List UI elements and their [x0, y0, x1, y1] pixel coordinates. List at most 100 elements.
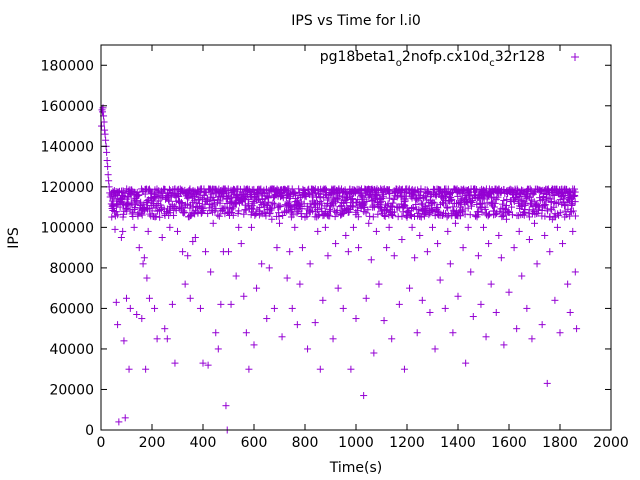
data-point — [428, 206, 436, 214]
data-point — [139, 260, 147, 268]
data-point — [99, 108, 107, 116]
data-point — [378, 207, 385, 215]
y-tick-label: 140000 — [41, 139, 94, 155]
data-point — [519, 187, 527, 195]
data-point — [204, 361, 212, 369]
x-tick-label: 600 — [241, 435, 268, 451]
data-point — [469, 313, 477, 321]
legend: pg18beta1o2nofp.cx10dc32r128 — [320, 49, 579, 69]
data-point — [547, 198, 555, 206]
data-point — [204, 210, 212, 218]
data-point — [165, 197, 173, 205]
data-point — [304, 345, 312, 353]
data-point — [171, 359, 179, 367]
data-point — [355, 244, 363, 252]
data-point — [134, 212, 142, 220]
data-point — [396, 204, 404, 212]
data-point — [298, 244, 306, 252]
data-point — [191, 234, 199, 241]
data-point — [285, 198, 293, 206]
data-point — [480, 223, 487, 231]
data-point — [412, 201, 420, 209]
data-point — [229, 211, 237, 219]
data-point — [333, 196, 341, 204]
data-point — [540, 201, 548, 209]
data-point — [133, 197, 141, 205]
data-point — [416, 188, 424, 196]
data-point — [383, 244, 391, 252]
data-point — [250, 341, 258, 349]
chart-title: IPS vs Time for l.i0 — [291, 13, 421, 29]
data-point — [291, 223, 299, 231]
data-point — [215, 212, 223, 220]
data-point — [513, 325, 521, 333]
data-point — [569, 207, 577, 215]
x-tick-label: 400 — [190, 435, 217, 451]
data-point — [158, 234, 166, 241]
data-point — [378, 197, 386, 205]
data-point — [348, 195, 356, 203]
data-point — [518, 272, 526, 280]
data-point — [476, 199, 484, 207]
data-point — [421, 202, 429, 210]
data-point — [293, 321, 301, 329]
data-point — [487, 280, 495, 288]
legend-label: pg18beta1o2nofp.cx10dc32r128 — [320, 49, 545, 69]
data-point — [107, 191, 115, 199]
y-axis-label: IPS — [6, 227, 22, 249]
data-point — [393, 203, 401, 211]
data-point — [461, 210, 469, 218]
data-point — [321, 223, 329, 231]
data-point — [569, 227, 577, 235]
data-point — [306, 260, 314, 268]
data-point — [102, 136, 110, 144]
x-tick-label: 200 — [139, 435, 166, 451]
data-point — [119, 227, 127, 235]
data-point — [288, 207, 296, 215]
data-point — [344, 248, 352, 256]
data-point — [449, 329, 457, 337]
data-point — [101, 130, 109, 138]
data-point — [367, 256, 375, 264]
data-point — [286, 248, 294, 256]
data-point — [543, 379, 551, 387]
data-point — [447, 197, 455, 205]
data-point — [247, 223, 255, 231]
data-point — [337, 211, 345, 219]
data-point — [365, 219, 373, 227]
data-point — [435, 208, 443, 216]
data-point — [316, 193, 324, 201]
data-point — [165, 196, 173, 204]
data-point — [571, 268, 579, 276]
data-point — [525, 213, 533, 221]
data-point — [269, 199, 277, 207]
data-point — [144, 199, 152, 207]
data-point — [491, 211, 499, 219]
data-point — [426, 308, 434, 316]
data-point — [390, 252, 398, 260]
data-point — [101, 126, 109, 134]
data-point — [464, 223, 472, 231]
data-point — [482, 333, 490, 341]
data-point — [462, 359, 470, 367]
data-point — [474, 208, 482, 216]
data-point — [468, 202, 476, 210]
data-point — [212, 329, 220, 337]
data-point — [409, 204, 417, 212]
data-point — [189, 238, 197, 246]
data-point — [403, 213, 411, 221]
x-axis-label: Time(s) — [329, 460, 382, 476]
data-point — [195, 189, 203, 197]
data-point — [339, 304, 347, 312]
data-point — [429, 198, 437, 206]
data-point — [490, 207, 498, 215]
data-point — [240, 210, 248, 218]
data-point — [179, 248, 187, 256]
data-point — [407, 212, 415, 220]
data-point — [354, 196, 362, 204]
data-point — [296, 280, 304, 288]
data-point — [528, 335, 536, 343]
data-point — [434, 240, 442, 248]
y-tick-label: 60000 — [49, 301, 94, 317]
